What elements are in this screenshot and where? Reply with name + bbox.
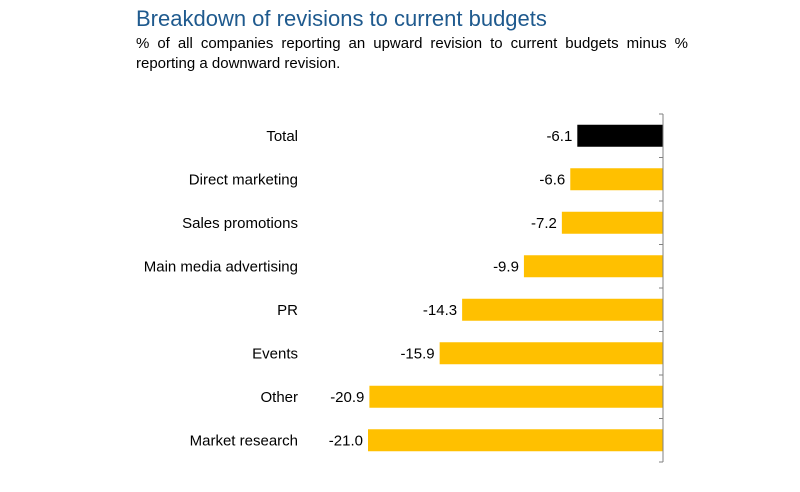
- value-label-direct-marketing: -6.6: [539, 171, 565, 188]
- chart-subtitle: % of all companies reporting an upward r…: [136, 35, 688, 72]
- value-label-events: -15.9: [400, 345, 434, 362]
- category-label-pr: PR: [277, 302, 298, 319]
- value-label-market-research: -21.0: [329, 432, 363, 449]
- value-label-other: -20.9: [330, 389, 364, 406]
- labels-group: Total -6.1 Direct marketing -6.6 Sales promo…: [144, 128, 573, 450]
- value-label-total: -6.1: [546, 128, 572, 145]
- bars-group: [368, 124, 663, 452]
- category-label-direct-marketing: Direct marketing: [189, 171, 298, 188]
- bar-total: [577, 124, 663, 147]
- value-label-main-media-advertising: -9.9: [493, 258, 519, 275]
- bar-direct-marketing: [570, 168, 663, 191]
- bar-pr: [462, 298, 663, 321]
- value-label-sales-promotions: -7.2: [531, 215, 557, 232]
- category-label-market-research: Market research: [190, 432, 298, 449]
- bar-other: [369, 385, 663, 408]
- category-label-other: Other: [260, 389, 298, 406]
- value-label-pr: -14.3: [423, 302, 457, 319]
- chart-title: Breakdown of revisions to current budget…: [136, 6, 547, 31]
- value-axis: [659, 113, 664, 463]
- bar-main-media-advertising: [523, 255, 663, 278]
- category-label-events: Events: [252, 345, 298, 362]
- category-label-main-media-advertising: Main media advertising: [144, 258, 298, 275]
- category-label-total: Total: [266, 128, 298, 145]
- category-label-sales-promotions: Sales promotions: [182, 215, 298, 232]
- bar-events: [439, 342, 663, 365]
- bar-market-research: [368, 429, 663, 452]
- bar-sales-promotions: [561, 211, 663, 234]
